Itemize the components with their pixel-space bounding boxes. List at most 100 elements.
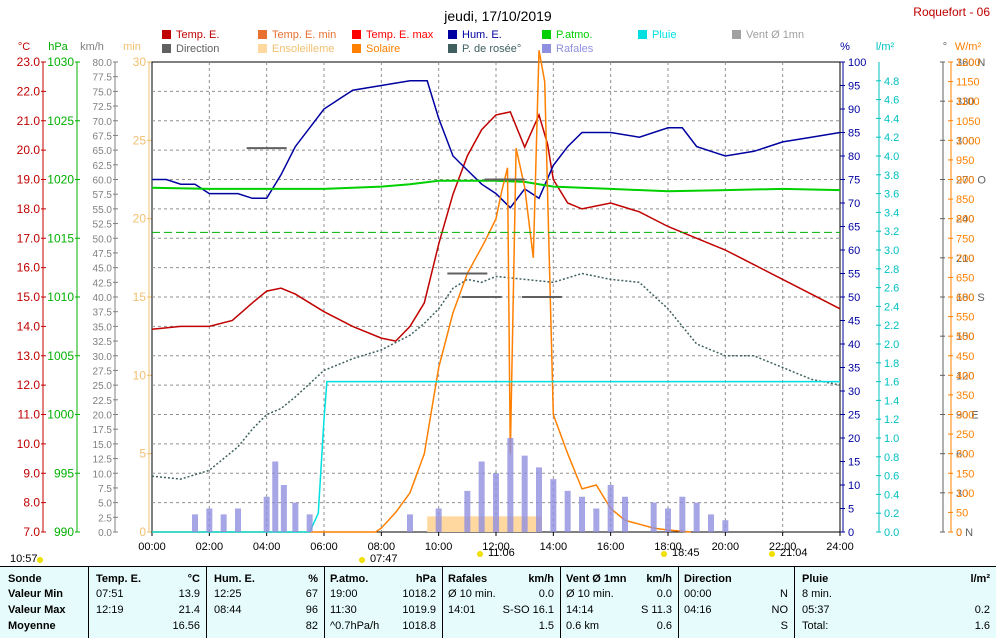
wind-tick-label: 47.5 [93,249,113,260]
solar-tick-label: 1150 [956,77,980,89]
temp-tick-label: 8.0 [23,496,40,510]
series-line-solaire [152,50,691,533]
humidity-tick-label: 95 [848,81,860,93]
wind-tick-label: 35.0 [93,322,113,333]
temp-tick-label: 9.0 [23,466,40,480]
temp-tick-label: 23.0 [17,55,41,69]
humidity-tick-label: 15 [848,457,860,469]
solar-tick-label: 350 [956,390,974,402]
summary-cell-pl-v [930,587,990,601]
humidity-tick-label: 65 [848,222,860,234]
rain-tick-label: 0.2 [884,508,899,520]
legend-label: P. de rosée° [462,43,521,55]
series-line-p-de-ros-e- [151,272,841,480]
rafales-bar [722,520,729,532]
legend-swatch [448,30,457,39]
summary-cell-vent-t: 0.6 km [566,620,600,632]
legend-swatch [258,44,267,53]
rafales-bar [665,508,671,532]
pressure-tick-label: 1030 [47,55,74,69]
legend-swatch [352,30,361,39]
solar-tick-label: 1050 [956,116,980,128]
wind-tick-label: 37.5 [93,308,113,319]
series-group [151,50,841,533]
weather-chart: jeudi, 17/10/2019 Roquefort - 06 Temp. E… [10,5,990,565]
wind-tick-label: 52.5 [93,220,113,231]
time-marker-dot [661,551,667,557]
wind-tick-label: 45.0 [93,264,113,275]
wind-axis-unit: km/h [80,41,104,53]
rain-tick-label: 3.0 [884,245,899,257]
rafales-bar [607,485,614,532]
summary-cell-pl-t: 8 min. [802,588,832,600]
rain-tick-label: 2.6 [884,283,899,295]
legend-label: Temp. E. min [272,29,336,41]
rain-tick-label: 4.0 [884,151,899,163]
time-marker-dot [477,551,483,557]
rain-tick-label: 1.0 [884,433,899,445]
time-marker-label: 07:47 [370,553,398,565]
solar-tick-label: 250 [956,429,974,441]
time-tick-label: 20:00 [712,541,740,553]
legend-swatch [732,30,741,39]
legend-label: Temp. E. max [366,29,434,41]
pressure-tick-label: 1020 [47,173,74,187]
pressure-axis-unit: hPa [48,41,68,53]
summary-cell-hum-t: 08:44 [214,604,242,616]
pressure-tick-label: 1000 [47,408,74,422]
summary-cell-p-t: ^0.7hPa/h [330,620,380,632]
rafales-bar [507,438,514,532]
summary-cell-hum-v: 67 [305,588,318,600]
time-tick-label: 22:00 [769,541,797,553]
summary-cell-dir-t: 04:16 [684,604,712,616]
rain-tick-label: 4.4 [884,113,899,125]
axes: °C 23.0 22.0 21.0 20.0 19.0 18.0 17.0 16.0 15.0 14… [17,41,987,553]
wind-tick-label: 17.5 [93,425,113,436]
sunshine-tick-label: 10 [133,368,147,382]
time-tick-label: 12:00 [482,541,510,553]
temp-tick-label: 22.0 [17,84,41,98]
solar-tick-label: 1200 [956,57,980,69]
summary-cell-label: Valeur Min [8,588,64,600]
direction-tick-label: 30 [956,488,968,500]
direction-tick-label: 240 [956,214,974,226]
rain-tick-label: 3.4 [884,207,899,219]
time-marker-label: 10:57 [10,553,38,565]
rafales-bar [292,502,299,532]
temp-tick-label: 13.0 [17,349,41,363]
temp-tick-label: 20.0 [17,143,41,157]
summary-cell-pl-t: 05:37 [802,604,830,616]
solar-tick-label: 550 [956,312,974,324]
humidity-tick-label: 40 [848,339,860,351]
legend-swatch [638,30,647,39]
humidity-tick-label: 50 [848,292,860,304]
summary-cell-dir-v: S [780,620,788,632]
legend-swatch [352,44,361,53]
header-vent: Vent Ø 1mn [566,573,627,585]
rain-tick-label: 2.4 [884,301,899,313]
summary-cell-label: Valeur Max [8,604,66,616]
wind-tick-label: 72.5 [93,102,113,113]
summary-cell-pl-v: 0.2 [974,604,990,616]
header-rafales-unit: km/h [528,573,554,585]
rafales-bar [650,502,657,532]
humidity-tick-label: 35 [848,363,860,375]
direction-tick-label: 120 [956,370,974,382]
solar-tick-label: 0 [956,527,962,539]
direction-tick-label: 270 O [956,175,986,187]
wind-tick-label: 65.0 [93,146,113,157]
rafales-bar [220,514,227,532]
humidity-tick-label: 10 [848,480,860,492]
solar-tick-label: 650 [956,272,974,284]
legend-label: Solaire [366,43,400,55]
rafales-bar [464,490,471,532]
legend-label: Direction [176,43,219,55]
time-tick-label: 16:00 [597,541,625,553]
summary-cell-p-t: 11:30 [330,604,357,616]
header-pluie: Pluie [802,573,829,585]
time-tick-label: 24:00 [826,541,854,553]
wind-tick-label: 80.0 [93,58,113,69]
rafales-bar [263,496,270,532]
time-markers: 10:57 07:47 11:06 18:45 21:04 [10,547,808,565]
solar-tick-label: 1100 [956,96,980,108]
